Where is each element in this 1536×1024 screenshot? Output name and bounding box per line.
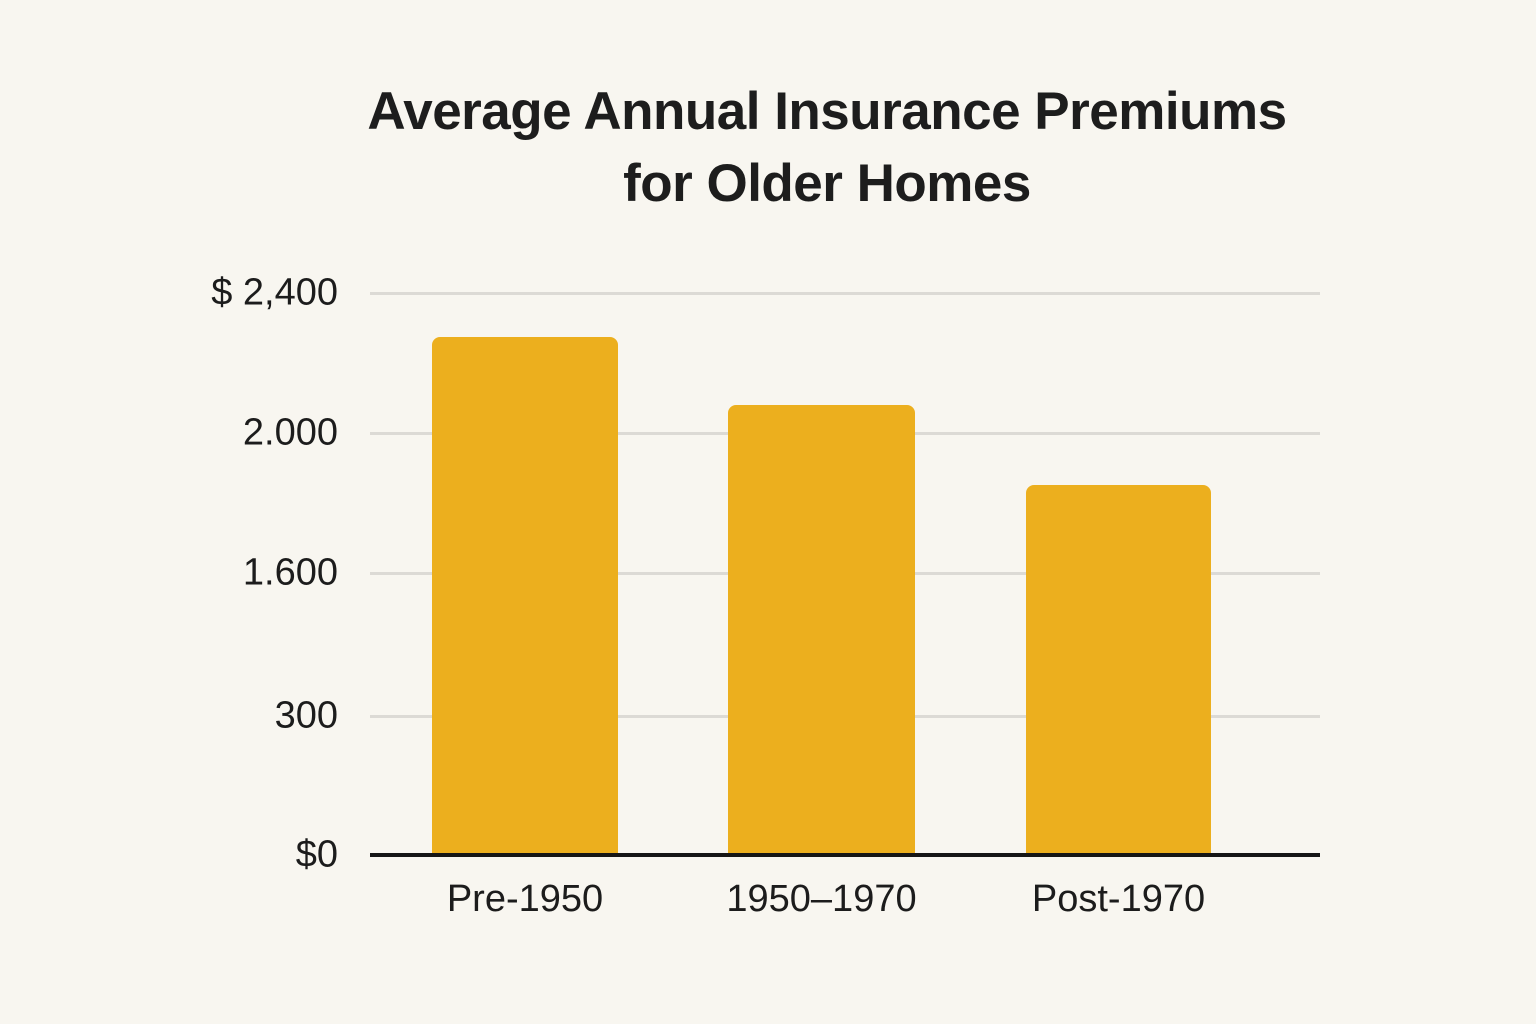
bar-post-1970	[1026, 485, 1211, 855]
x-axis-label: Post-1970	[1031, 878, 1206, 920]
bar-1950-1970	[728, 405, 915, 855]
bar-pre-1950	[432, 337, 618, 855]
chart-title-line2: for Older Homes	[623, 154, 1031, 214]
chart-title-line1: Average Annual Insurance Premiums	[367, 82, 1287, 141]
y-tick-label: $ 2,400	[211, 271, 338, 314]
y-tick-label: $0	[295, 833, 338, 876]
chart-title: Average Annual Insurance Premiums for Ol…	[352, 76, 1302, 220]
plot-area: $ 2,400 2.000 1.600 300 $0 Pre-1950 1950–1970 P…	[211, 272, 1320, 920]
y-tick-label: 300	[274, 694, 338, 737]
x-axis-label: 1950–1970	[726, 878, 917, 920]
y-tick-label: 2.000	[242, 411, 338, 454]
x-axis-label: Pre-1950	[446, 878, 604, 920]
y-tick-label: 1.600	[242, 551, 338, 594]
x-axis-line	[370, 853, 1320, 857]
gridline	[370, 292, 1320, 295]
